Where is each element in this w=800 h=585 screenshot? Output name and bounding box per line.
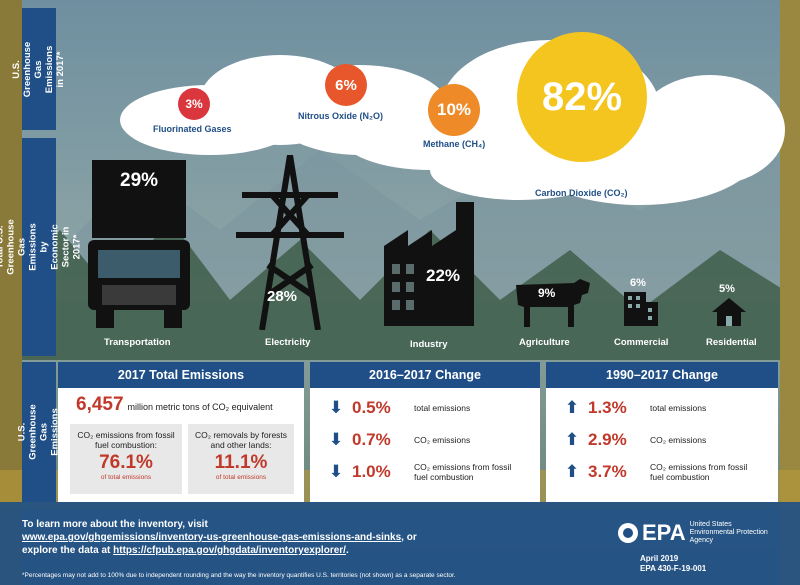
cow-icon: [516, 279, 590, 327]
change-desc: CO₂ emissions from fossil fuel combustio…: [414, 462, 512, 482]
change-2016-row: ⬇ 0.7% CO₂ emissions: [326, 426, 524, 454]
power-tower-icon: [236, 155, 344, 330]
change-2016-row: ⬇ 0.5% total emissions: [326, 394, 524, 422]
change-2016-title: 2016–2017 Change: [310, 362, 540, 388]
footer-line1: To learn more about the inventory, visit: [22, 519, 208, 530]
methane-pct: 10%: [428, 84, 480, 136]
publication-info: April 2019 EPA 430-F-19-001: [640, 554, 706, 574]
transportation-label: Transportation: [104, 337, 171, 348]
change-1990-row: ⬆ 3.7% CO₂ emissions from fossil fuel co…: [562, 458, 760, 486]
change-1990-panel: 1990–2017 Change ⬆ 1.3% total emissions …: [546, 362, 778, 502]
electricity-label: Electricity: [265, 337, 311, 348]
change-2016-row: ⬇ 1.0% CO₂ emissions from fossil fuel co…: [326, 458, 524, 486]
electricity-pct: 28%: [267, 288, 298, 305]
residential-label: Residential: [706, 337, 757, 348]
footer-info: To learn more about the inventory, visit…: [22, 518, 582, 557]
truck-icon: [88, 160, 190, 328]
change-value: 1.0%: [352, 462, 391, 481]
inventory-link[interactable]: www.epa.gov/ghgemissions/inventory-us-gr…: [22, 532, 402, 543]
residential-pct: 5%: [719, 283, 735, 295]
arrow-down-icon: ⬇: [328, 430, 344, 449]
fossil-fuel-sub: of total emissions: [100, 474, 152, 481]
fossil-fuel-box: CO₂ emissions from fossil fuel combustio…: [70, 424, 182, 494]
commercial-pct: 6%: [630, 277, 646, 289]
agriculture-label: Agriculture: [519, 337, 570, 348]
industry-pct: 22%: [426, 266, 461, 285]
fluorinated-gases-label: Fluorinated Gases: [153, 124, 232, 134]
change-1990-title: 1990–2017 Change: [546, 362, 778, 388]
agriculture-pct: 9%: [538, 286, 556, 300]
document-id: EPA 430-F-19-001: [640, 564, 707, 573]
change-desc: total emissions: [414, 403, 471, 413]
total-amount-unit: million metric tons of CO₂ equivalent: [127, 402, 273, 412]
carbon-dioxide-pct: 82%: [517, 32, 647, 162]
forest-removal-value: 11.1%: [214, 452, 268, 473]
change-value: 2.9%: [588, 430, 627, 449]
bottom-side-label: U.S. Greenhouse Gas Emissions: [17, 362, 61, 502]
arrow-down-icon: ⬇: [328, 462, 344, 481]
change-value: 0.5%: [352, 398, 391, 417]
methane-label: Methane (CH₄): [423, 139, 486, 149]
epa-flower-icon: [618, 523, 638, 543]
fluorinated-gases-pct: 3%: [178, 88, 210, 120]
gas-side-label: U.S. Greenhouse Gas Emissions in 2017*: [12, 8, 67, 130]
change-1990-row: ⬆ 2.9% CO₂ emissions: [562, 426, 760, 454]
transportation-pct: 29%: [120, 170, 159, 191]
arrow-down-icon: ⬇: [328, 398, 344, 417]
epa-logo: EPA United States Environmental Protecti…: [617, 520, 770, 546]
change-1990-row: ⬆ 1.3% total emissions: [562, 394, 760, 422]
explorer-link[interactable]: https://cfpub.epa.gov/ghgdata/inventorye…: [113, 545, 346, 556]
arrow-up-icon: ⬆: [564, 430, 580, 449]
change-value: 1.3%: [588, 398, 627, 417]
footer-line3-suffix: .: [345, 545, 349, 556]
change-2016-panel: 2016–2017 Change ⬇ 0.5% total emissions …: [310, 362, 540, 502]
total-amount: 6,457: [76, 394, 124, 415]
total-amount-row: 6,457 million metric tons of CO₂ equival…: [76, 394, 273, 416]
change-desc: CO₂ emissions from fossil fuel combustio…: [650, 462, 748, 482]
fossil-fuel-value: 76.1%: [99, 452, 153, 473]
footer: To learn more about the inventory, visit…: [0, 502, 800, 585]
change-value: 0.7%: [352, 430, 391, 449]
total-emissions-panel: 2017 Total Emissions 6,457 million metri…: [58, 362, 304, 502]
office-building-icon: [624, 292, 658, 326]
house-icon: [712, 298, 746, 326]
carbon-dioxide-label: Carbon Dioxide (CO₂): [535, 188, 628, 198]
forest-removal-label: CO₂ removals by forests and other lands:: [194, 430, 288, 450]
commercial-label: Commercial: [614, 337, 669, 348]
change-desc: CO₂ emissions: [650, 435, 707, 445]
forest-removal-sub: of total emissions: [215, 474, 267, 481]
nitrous-oxide-label: Nitrous Oxide (N₂O): [298, 111, 384, 121]
total-emissions-title: 2017 Total Emissions: [58, 362, 304, 388]
arrow-up-icon: ⬆: [564, 462, 580, 481]
publication-date: April 2019: [640, 554, 679, 563]
industry-label: Industry: [410, 339, 448, 350]
forest-removal-box: CO₂ removals by forests and other lands:…: [188, 424, 294, 494]
nitrous-oxide-pct: 6%: [325, 64, 367, 106]
fossil-fuel-label: CO₂ emissions from fossil fuel combustio…: [77, 430, 175, 450]
agency-name: United States Environmental Protection A…: [689, 521, 768, 544]
epa-wordmark: EPA: [642, 520, 686, 545]
footnote: *Percentages may not add to 100% due to …: [22, 572, 456, 579]
change-desc: total emissions: [650, 403, 707, 413]
footer-line2-suffix: , or: [401, 532, 417, 543]
factory-icon: [384, 202, 474, 326]
change-desc: CO₂ emissions: [414, 435, 471, 445]
footer-line3-prefix: explore the data at: [22, 545, 114, 556]
arrow-up-icon: ⬆: [564, 398, 580, 417]
change-value: 3.7%: [588, 462, 627, 481]
sector-side-label: Total U.S. Greenhouse Gas Emissions by E…: [0, 138, 83, 356]
